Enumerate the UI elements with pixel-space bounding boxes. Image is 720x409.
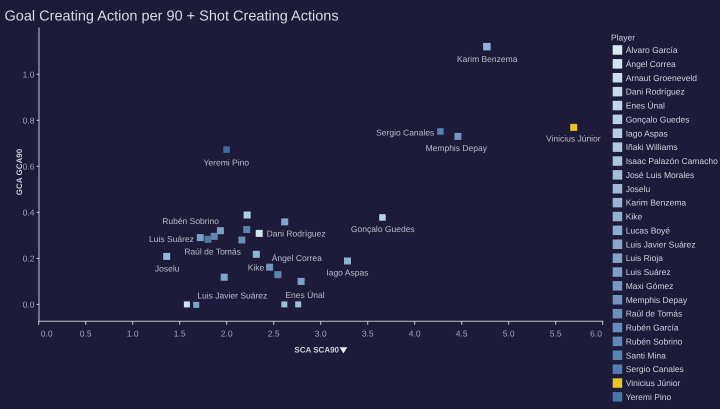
svg-text:Dani Rodríguez: Dani Rodríguez xyxy=(267,229,326,239)
svg-text:Gonçalo Guedes: Gonçalo Guedes xyxy=(626,114,690,124)
svg-text:Kike: Kike xyxy=(626,212,643,222)
svg-text:Santi Mina: Santi Mina xyxy=(626,350,666,360)
svg-text:José Luis Morales: José Luis Morales xyxy=(626,170,695,180)
svg-text:Enes Únal: Enes Únal xyxy=(626,101,665,111)
svg-text:Rubén Sobrino: Rubén Sobrino xyxy=(626,336,683,346)
svg-text:0.0: 0.0 xyxy=(23,299,35,309)
svg-text:Álvaro García: Álvaro García xyxy=(626,45,678,55)
svg-text:Kike: Kike xyxy=(248,263,265,273)
svg-text:5.5: 5.5 xyxy=(550,329,562,339)
svg-text:Raúl de Tomás: Raúl de Tomás xyxy=(184,247,241,257)
svg-text:0.4: 0.4 xyxy=(23,207,35,217)
svg-text:3.5: 3.5 xyxy=(362,329,374,339)
svg-text:Luis Suárez: Luis Suárez xyxy=(626,267,671,277)
svg-text:1.0: 1.0 xyxy=(127,329,139,339)
svg-text:Yeremi Pino: Yeremi Pino xyxy=(626,392,672,402)
svg-text:5.0: 5.0 xyxy=(503,329,515,339)
svg-text:3.0: 3.0 xyxy=(315,329,327,339)
svg-text:Joselu: Joselu xyxy=(626,184,651,194)
svg-text:1.5: 1.5 xyxy=(174,329,186,339)
svg-text:SCA SCA90: SCA SCA90 xyxy=(294,346,339,355)
svg-text:Goal Creating Action per 90 +: Goal Creating Action per 90 + Shot Creat… xyxy=(5,9,339,25)
svg-text:GCA GCA90: GCA GCA90 xyxy=(15,148,24,195)
svg-text:Luis Javier Suárez: Luis Javier Suárez xyxy=(626,239,696,249)
svg-text:2.5: 2.5 xyxy=(268,329,280,339)
svg-text:Vinicius Júnior: Vinicius Júnior xyxy=(546,134,601,144)
svg-text:0.0: 0.0 xyxy=(41,329,53,339)
svg-text:Vinicius Júnior: Vinicius Júnior xyxy=(626,378,681,388)
svg-text:1.0: 1.0 xyxy=(23,69,35,79)
svg-text:0.8: 0.8 xyxy=(23,115,35,125)
svg-text:Luis Javier Suárez: Luis Javier Suárez xyxy=(197,290,267,300)
svg-text:Lucas Boyé: Lucas Boyé xyxy=(626,225,671,235)
svg-text:Yeremi Pino: Yeremi Pino xyxy=(204,157,250,167)
svg-text:Iago Aspas: Iago Aspas xyxy=(626,128,668,138)
svg-text:Iñaki Williams: Iñaki Williams xyxy=(626,142,678,152)
svg-text:Raúl de Tomás: Raúl de Tomás xyxy=(626,309,683,319)
svg-text:4.5: 4.5 xyxy=(456,329,468,339)
svg-text:Luis Rioja: Luis Rioja xyxy=(626,253,664,263)
svg-text:Rubén Sobrino: Rubén Sobrino xyxy=(162,216,219,226)
svg-text:0.2: 0.2 xyxy=(23,253,35,263)
svg-text:2.0: 2.0 xyxy=(221,329,233,339)
svg-text:0.5: 0.5 xyxy=(80,329,92,339)
svg-text:6.0: 6.0 xyxy=(590,329,602,339)
svg-text:Karim Benzema: Karim Benzema xyxy=(457,54,518,64)
svg-text:Enes Únal: Enes Únal xyxy=(285,290,324,300)
svg-text:Sergio Canales: Sergio Canales xyxy=(376,128,434,138)
svg-text:Iago Aspas: Iago Aspas xyxy=(326,267,368,277)
svg-text:Ángel Correa: Ángel Correa xyxy=(272,253,322,263)
svg-text:Memphis Depay: Memphis Depay xyxy=(426,143,488,153)
svg-text:Sergio Canales: Sergio Canales xyxy=(626,364,684,374)
svg-text:Rubén García: Rubén García xyxy=(626,323,679,333)
svg-text:Karim Benzema: Karim Benzema xyxy=(626,198,687,208)
svg-text:Memphis Depay: Memphis Depay xyxy=(626,295,688,305)
svg-text:Ángel Correa: Ángel Correa xyxy=(626,59,676,69)
svg-text:Maxi Gómez: Maxi Gómez xyxy=(626,281,674,291)
svg-text:Isaac Palazón Camacho: Isaac Palazón Camacho xyxy=(626,156,718,166)
svg-text:Player: Player xyxy=(611,33,635,43)
svg-text:Dani Rodríguez: Dani Rodríguez xyxy=(626,87,685,97)
svg-text:Luis Suárez: Luis Suárez xyxy=(149,234,194,244)
svg-text:Arnaut Groeneveld: Arnaut Groeneveld xyxy=(626,73,698,83)
svg-text:4.0: 4.0 xyxy=(409,329,421,339)
svg-text:Joselu: Joselu xyxy=(155,263,180,273)
svg-text:Gonçalo Guedes: Gonçalo Guedes xyxy=(351,224,415,234)
svg-text:0.6: 0.6 xyxy=(23,161,35,171)
